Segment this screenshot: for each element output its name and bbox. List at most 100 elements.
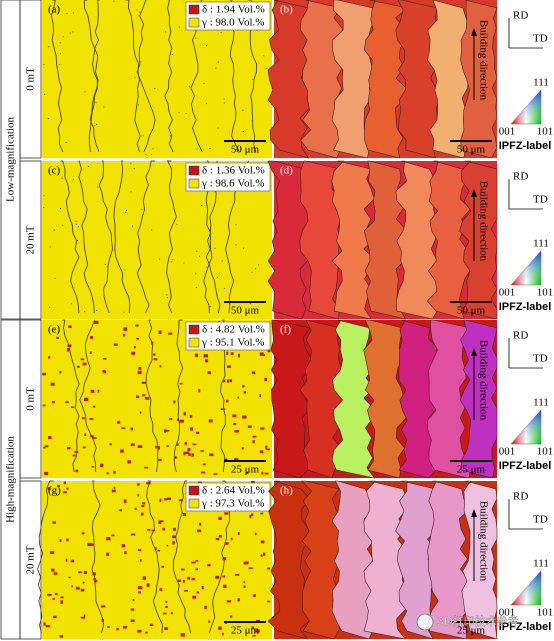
ferrite-spot bbox=[155, 547, 157, 550]
ferrite-spot bbox=[132, 225, 134, 227]
ferrite-spot bbox=[101, 618, 104, 622]
ferrite-spot bbox=[83, 614, 86, 618]
ferrite-spot bbox=[183, 412, 186, 416]
ferrite-spot bbox=[214, 247, 216, 249]
ferrite-spot bbox=[216, 276, 218, 278]
ferrite-spot bbox=[192, 443, 197, 446]
ferrite-spot bbox=[122, 333, 126, 337]
corner-label: 101 bbox=[537, 287, 554, 299]
ferrite-spot bbox=[232, 422, 237, 426]
ferrite-spot bbox=[145, 631, 148, 634]
ferrite-spot bbox=[111, 534, 115, 537]
ferrite-spot bbox=[97, 186, 99, 188]
field-label: 0 mT bbox=[25, 387, 37, 411]
ferrite-spot bbox=[244, 561, 249, 565]
ferrite-spot bbox=[242, 385, 245, 388]
ferrite-spot bbox=[166, 445, 170, 447]
ferrite-spot bbox=[62, 491, 67, 494]
ferrite-spot bbox=[241, 447, 244, 450]
ferrite-spot bbox=[206, 45, 208, 47]
ferrite-spot bbox=[81, 532, 85, 535]
ferrite-spot bbox=[68, 576, 71, 579]
legend-swatch bbox=[188, 4, 200, 15]
direction-label: Building direction bbox=[477, 340, 489, 421]
ferrite-spot bbox=[192, 595, 197, 599]
ferrite-spot bbox=[202, 463, 206, 466]
ferrite-spot bbox=[184, 451, 189, 454]
ferrite-spot bbox=[226, 379, 230, 383]
ferrite-spot bbox=[74, 451, 79, 453]
ferrite-spot bbox=[167, 297, 169, 299]
ferrite-spot bbox=[142, 502, 146, 505]
ferrite-spot bbox=[149, 623, 153, 626]
ferrite-spot bbox=[124, 551, 127, 555]
ferrite-spot bbox=[260, 427, 265, 430]
grain-boundary bbox=[145, 319, 159, 473]
legend-text: γ : 95.1 Vol.% bbox=[201, 337, 264, 349]
ferrite-spot bbox=[204, 605, 207, 610]
ferrite-spot bbox=[82, 581, 85, 584]
ferrite-spot bbox=[70, 559, 75, 563]
grain bbox=[363, 160, 407, 320]
ferrite-spot bbox=[82, 446, 86, 449]
grain-boundary bbox=[98, 160, 114, 314]
ferrite-spot bbox=[208, 620, 211, 623]
ferrite-spot bbox=[258, 264, 260, 266]
grain-boundary bbox=[50, 0, 64, 153]
ferrite-spot bbox=[123, 311, 125, 313]
ferrite-spot bbox=[201, 586, 204, 590]
ferrite-spot bbox=[121, 544, 126, 548]
ferrite-spot bbox=[134, 507, 137, 510]
ferrite-spot bbox=[243, 247, 245, 249]
ferrite-spot bbox=[60, 600, 63, 604]
arrow-head bbox=[471, 28, 477, 36]
field-frame bbox=[19, 0, 42, 159]
ferrite-spot bbox=[226, 600, 232, 603]
ferrite-spot bbox=[96, 123, 98, 125]
ferrite-spot bbox=[94, 320, 99, 324]
ferrite-spot bbox=[235, 224, 237, 226]
ferrite-spot bbox=[204, 359, 209, 363]
ferrite-spot bbox=[72, 12, 74, 14]
ferrite-spot bbox=[183, 451, 186, 456]
grain-boundary bbox=[164, 0, 174, 153]
ferrite-spot bbox=[206, 266, 208, 268]
ferrite-spot bbox=[203, 354, 208, 358]
ferrite-spot bbox=[138, 591, 141, 594]
ferrite-spot bbox=[236, 149, 238, 151]
ferrite-spot bbox=[218, 516, 222, 520]
ferrite-spot bbox=[237, 532, 240, 535]
ferrite-spot bbox=[249, 514, 252, 519]
corner-label: 001 bbox=[499, 446, 516, 458]
ferrite-spot bbox=[54, 277, 56, 279]
ferrite-spot bbox=[90, 335, 93, 339]
ferrite-spot bbox=[133, 167, 135, 169]
ferrite-spot bbox=[159, 365, 162, 368]
grain bbox=[427, 480, 470, 640]
ferrite-spot bbox=[137, 483, 140, 486]
ferrite-spot bbox=[151, 229, 153, 231]
ferrite-spot bbox=[90, 435, 94, 438]
ferrite-spot bbox=[47, 593, 52, 596]
legend-swatch bbox=[188, 485, 200, 496]
ferrite-spot bbox=[169, 418, 173, 420]
ferrite-spot bbox=[198, 388, 201, 393]
ferrite-spot bbox=[243, 585, 246, 588]
legend-swatch bbox=[188, 165, 200, 176]
ferrite-spot bbox=[165, 600, 168, 603]
legend-text: δ : 4.82 Vol.% bbox=[202, 324, 265, 336]
ferrite-spot bbox=[72, 179, 74, 181]
ferrite-spot bbox=[59, 539, 62, 542]
ferrite-spot bbox=[47, 46, 49, 48]
ferrite-spot bbox=[164, 31, 166, 33]
ferrite-spot bbox=[245, 472, 249, 475]
ferrite-spot bbox=[176, 224, 178, 226]
ferrite-spot bbox=[259, 352, 264, 356]
ferrite-spot bbox=[264, 472, 269, 475]
ferrite-spot bbox=[247, 425, 252, 428]
ferrite-spot bbox=[164, 627, 169, 630]
ferrite-spot bbox=[261, 471, 264, 475]
ferrite-spot bbox=[76, 240, 78, 242]
ferrite-spot bbox=[195, 37, 197, 39]
ferrite-spot bbox=[252, 440, 255, 444]
